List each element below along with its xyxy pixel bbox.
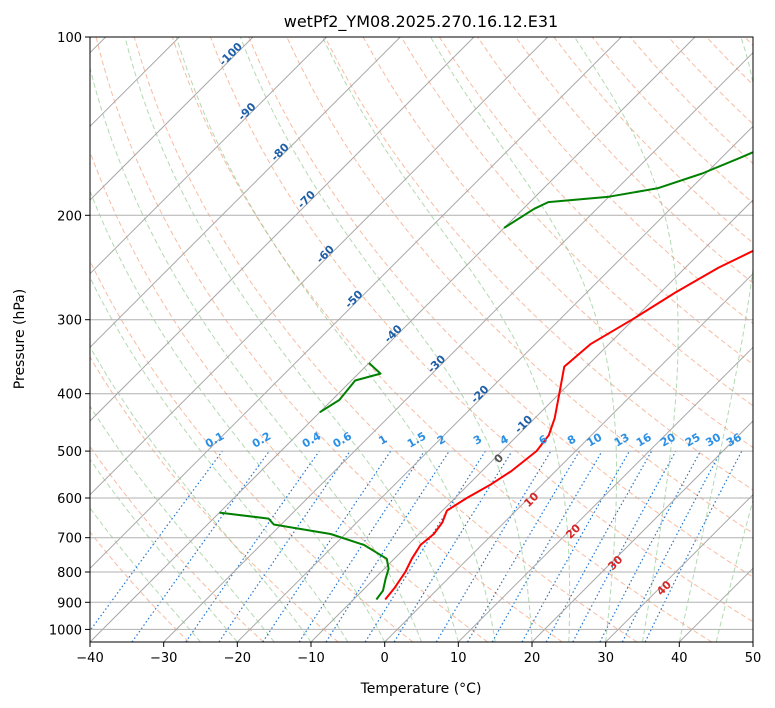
x-axis-ticks: −40 −30 −20 −10 0 10 20 30 40 50 [76, 642, 761, 666]
dry-adiabat [248, 37, 753, 578]
moist-adiabat [90, 458, 238, 642]
mixing-ratio-lines [90, 450, 743, 642]
y-tick-label: 200 [57, 209, 82, 224]
moist-adiabat [90, 405, 275, 642]
dry-adiabat [90, 150, 488, 642]
isotherm-gridline [310, 199, 753, 642]
dry-adiabat [171, 37, 712, 642]
profile-line [319, 362, 382, 414]
y-tick-label: 500 [57, 445, 82, 460]
isotherm-gridline [384, 272, 753, 642]
x-tick-label: 0 [381, 651, 389, 666]
x-tick-label: −20 [224, 651, 251, 666]
isotherm-gridline [90, 37, 549, 496]
mixing-ratio-line [218, 450, 351, 642]
y-tick-label: 900 [57, 596, 82, 611]
y-tick-label: 100 [57, 31, 82, 46]
y-tick-label: 800 [57, 566, 82, 581]
isotherm-gridlines [90, 37, 753, 642]
mixing-ratio-line [545, 450, 653, 642]
dry-adiabat [90, 531, 190, 642]
moist-adiabat [715, 498, 753, 642]
mixing-ratio-line [521, 450, 631, 642]
isotherm-gridline [605, 493, 753, 642]
profile-line [219, 511, 390, 601]
mixing-ratio-line [131, 450, 270, 642]
x-tick-label: 30 [597, 651, 614, 666]
y-tick-label: 300 [57, 314, 82, 329]
moist-adiabat [678, 37, 753, 642]
moist-adiabat [124, 37, 459, 642]
y-tick-label: 700 [57, 532, 82, 547]
y-axis-ticks: 100 200 300 400 500 600 700 800 900 1000 [49, 31, 90, 638]
moist-adiabat [90, 65, 422, 642]
moist-adiabat [90, 276, 349, 642]
isotherm-gridline [90, 37, 696, 642]
mixing-ratio-line [325, 450, 450, 642]
profile-line [384, 249, 753, 601]
profile-series [219, 51, 753, 601]
dry-adiabat [400, 37, 753, 407]
dry-adiabat [324, 37, 753, 491]
isotherm-gridline [457, 346, 753, 642]
moist-adiabat [430, 37, 617, 642]
x-tick-label: 10 [450, 651, 467, 666]
x-tick-label: 40 [671, 651, 688, 666]
mixing-ratio-line [393, 450, 513, 642]
mixing-ratio-line [262, 450, 392, 642]
profile-line [503, 51, 753, 229]
moist-adiabat [239, 37, 533, 642]
mixing-ratio-line [644, 450, 743, 642]
dry-adiabat [515, 37, 753, 284]
mixing-ratio-line [90, 450, 223, 632]
isotherm-gridline [90, 37, 475, 422]
isotherm-gridline [90, 37, 401, 349]
dry-adiabat [90, 356, 339, 642]
isotherm-gridline [236, 125, 753, 642]
x-tick-label: 20 [524, 651, 541, 666]
dry-adiabat [90, 445, 264, 642]
dry-adiabat [438, 37, 753, 366]
chart-title: wetPf2_YM08.2025.270.16.12.E31 [284, 12, 558, 32]
plot-frame [89, 36, 754, 643]
dry-adiabat [95, 37, 563, 642]
y-tick-label: 600 [57, 492, 82, 507]
isotherm-gridline [90, 37, 328, 275]
isotherm-gridline [90, 37, 254, 201]
y-tick-label: 1000 [49, 623, 82, 638]
dry-adiabat [133, 37, 638, 642]
moist-adiabat [175, 37, 496, 642]
mixing-ratio-line [572, 450, 677, 642]
isotherm-gridline [163, 51, 753, 642]
mixing-ratio-line [298, 450, 425, 642]
moist-adiabats [90, 37, 753, 642]
y-axis-label: Pressure (hPa) [12, 289, 28, 389]
x-tick-label: −30 [150, 651, 177, 666]
moist-adiabat [574, 37, 679, 642]
x-tick-label: −40 [76, 651, 103, 666]
x-tick-label: −10 [297, 651, 324, 666]
isotherm-gridline [531, 420, 753, 642]
x-tick-label: 50 [745, 651, 762, 666]
isobar-gridlines [90, 37, 753, 630]
mixing-ratio-line [185, 450, 320, 642]
x-axis-label: Temperature (°C) [360, 681, 482, 697]
isotherm-gridline [90, 37, 622, 570]
plot-area: 0.1 0.2 0.4 0.6 1 1.5 2 3 4 6 8 10 13 16 20 25 30 36-100-… [90, 37, 753, 642]
moist-adiabat [90, 189, 386, 642]
dry-adiabat [210, 37, 753, 623]
moist-adiabat [322, 37, 571, 642]
y-tick-label: 400 [57, 388, 82, 403]
